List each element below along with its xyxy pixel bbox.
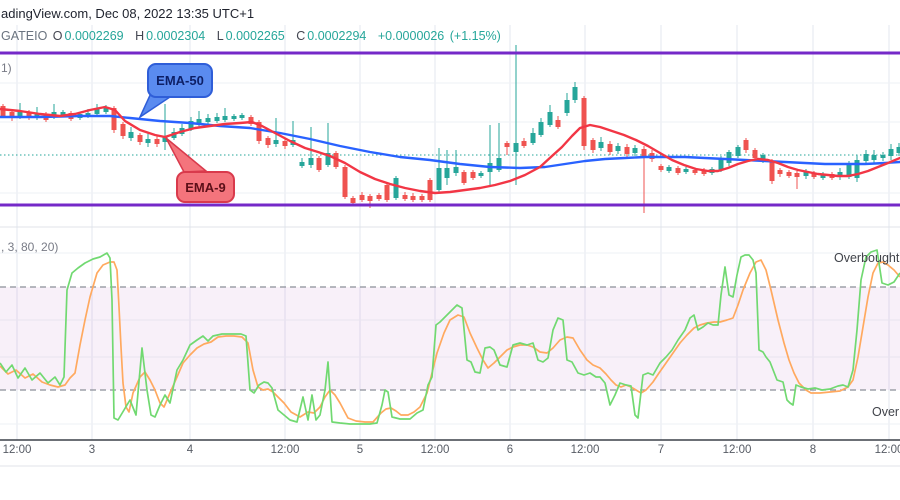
time-axis-label: 12:00 — [270, 444, 300, 456]
time-axis-label: 4 — [186, 444, 194, 456]
time-axis-label: 5 — [356, 444, 364, 456]
stochastic-legend-fragment[interactable]: , 3, 80, 20) — [1, 240, 59, 254]
time-axis-label: 12:00 — [2, 444, 32, 456]
time-axis-label: 12:00 — [874, 444, 900, 456]
time-axis-label: 12:00 — [722, 444, 752, 456]
low-label: L — [216, 29, 224, 43]
oversold-label: Over — [872, 405, 900, 419]
time-axis[interactable]: 12:00 3 4 12:00 5 12:00 6 12:00 7 12:00 8 12:00 — [0, 442, 900, 464]
time-axis-label: 7 — [657, 444, 665, 456]
open-label: O — [52, 29, 63, 43]
high-label: H — [135, 29, 145, 43]
overbought-label: Overbought — [834, 251, 900, 265]
ema50-callout[interactable]: EMA-50 — [147, 63, 213, 98]
low-value: 0.0002265 — [225, 29, 285, 43]
high-value: 0.0002304 — [146, 29, 206, 43]
change-absolute: +0.0000026 — [377, 29, 445, 43]
close-value: 0.0002294 — [307, 29, 367, 43]
close-label: C — [296, 29, 306, 43]
exchange-label: GATEIO — [1, 29, 48, 43]
time-axis-label: 12:00 — [420, 444, 450, 456]
time-axis-label: 6 — [506, 444, 514, 456]
time-axis-label: 3 — [88, 444, 96, 456]
open-value: 0.0002269 — [64, 29, 124, 43]
time-axis-label: 8 — [809, 444, 817, 456]
symbol-ohlc-row: GATEIO O 0.0002269 H 0.0002304 L 0.0002265 … — [1, 29, 503, 43]
time-axis-label: 12:00 — [570, 444, 600, 456]
price-panel-legend-fragment[interactable]: 1) — [1, 61, 12, 75]
ema9-callout[interactable]: EMA-9 — [176, 171, 235, 203]
change-percent: (+1.15%) — [449, 29, 501, 43]
watermark-timestamp: adingView.com, Dec 08, 2022 13:35 UTC+1 — [1, 6, 255, 21]
